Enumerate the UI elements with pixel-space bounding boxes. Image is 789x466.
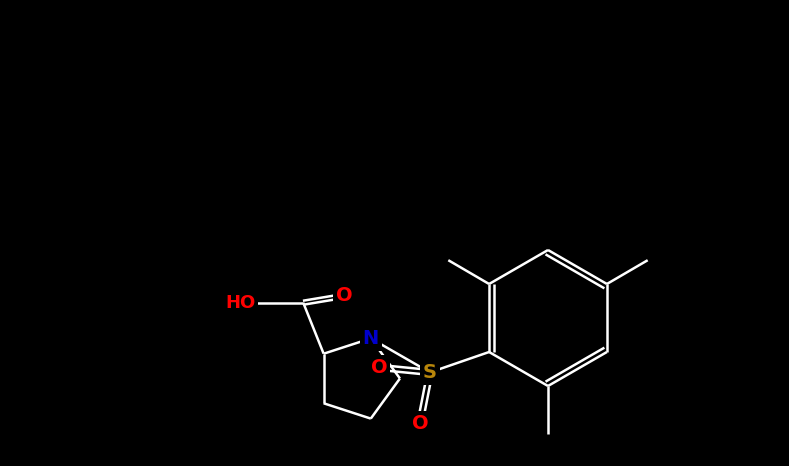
Text: S: S (423, 363, 437, 382)
Text: HO: HO (226, 294, 256, 312)
Text: O: O (336, 287, 353, 305)
Text: N: N (363, 329, 379, 348)
Text: O: O (412, 414, 428, 433)
Text: O: O (371, 358, 387, 377)
